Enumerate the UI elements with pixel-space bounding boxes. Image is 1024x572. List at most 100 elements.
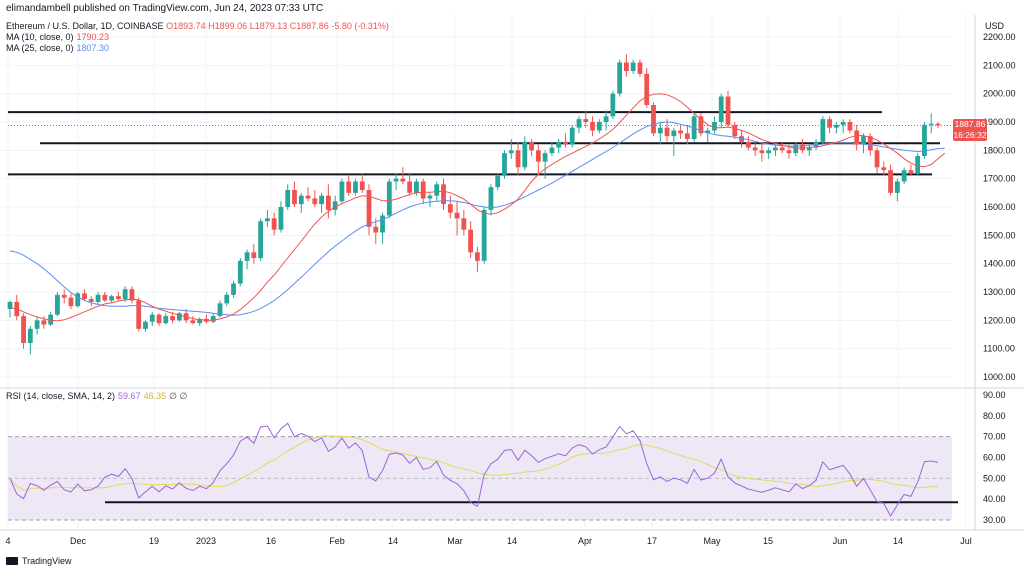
x-tick-label: 2023: [196, 536, 216, 546]
candle-body: [7, 301, 13, 309]
candle-body: [603, 116, 609, 122]
rsi-tick-label: 40.00: [983, 494, 1006, 504]
candle-body: [251, 252, 257, 258]
last-price: 1887.86: [954, 119, 986, 129]
x-tick-label: Apr: [578, 536, 592, 546]
candle-body: [143, 321, 148, 329]
candle-body: [278, 207, 284, 230]
candle-body: [170, 316, 175, 321]
x-tick-label: 17: [647, 536, 657, 546]
price-tick-label: 1400.00: [983, 259, 1016, 269]
candle-body: [624, 62, 629, 71]
rsi-ma-value: 46.35: [143, 391, 167, 401]
candle-body: [353, 181, 358, 193]
price-tick-label: 1000.00: [983, 372, 1016, 382]
price-tick-label: 1700.00: [983, 174, 1016, 184]
candle-body: [366, 190, 372, 227]
price-tick-label: 1600.00: [983, 202, 1016, 212]
candle-body: [88, 299, 94, 302]
candle-body: [684, 133, 690, 139]
candle-body: [745, 141, 751, 148]
candle-body: [894, 181, 900, 193]
rsi-legend[interactable]: RSI (14, close, SMA, 14, 2) 59.67 46.35 ∅ ∅: [6, 391, 187, 402]
candle-body: [847, 122, 853, 131]
ma10-label: MA (10, close, 0): [6, 32, 74, 42]
candle-body: [610, 93, 616, 117]
candle-body: [888, 170, 893, 193]
candle-body: [922, 124, 927, 156]
ohlc-close: C1887.86: [289, 21, 329, 31]
rsi-label: RSI (14, close, SMA, 14, 2): [6, 391, 116, 401]
candle-body: [739, 136, 744, 142]
candle-body: [820, 119, 826, 142]
ohlc-high: H1899.06: [208, 21, 248, 31]
candle-body: [725, 96, 731, 125]
candle-body: [590, 122, 595, 131]
candle-body: [55, 294, 60, 315]
price-tick-label: 2000.00: [983, 89, 1016, 99]
candle-body: [27, 328, 33, 343]
candle-body: [386, 181, 392, 216]
candle-body: [563, 141, 568, 145]
candle-body: [461, 218, 467, 230]
candle-body: [766, 150, 772, 154]
candle-body: [854, 130, 860, 145]
ohlc-change: -5.80 (-0.31%): [331, 21, 389, 31]
candle-body: [61, 294, 67, 298]
x-tick-label: Jul: [960, 536, 972, 546]
candle-body: [373, 226, 379, 233]
candle-body: [95, 294, 101, 302]
candle-body: [779, 147, 785, 151]
candle-body: [698, 116, 704, 134]
rsi-value: 59.67: [118, 391, 141, 401]
candle-body: [522, 141, 528, 168]
candle-body: [122, 289, 128, 300]
bar-countdown: 16:26:32: [953, 130, 987, 140]
brand-name: TradingView: [22, 556, 72, 566]
ma10-legend[interactable]: MA (10, close, 0) 1790.23: [6, 32, 109, 42]
candle-body: [312, 198, 318, 205]
tradingview-logo[interactable]: TradingView: [6, 556, 72, 566]
candle-body: [630, 62, 636, 71]
candle-body: [434, 184, 440, 196]
candle-body: [786, 150, 792, 154]
candle-body: [901, 170, 907, 182]
axes: 4 Dec 19 2023 16 Feb 14 Mar 14 Apr 17 May 15 Jun 14 Jul…: [5, 32, 1015, 546]
rsi-line: [9, 422, 939, 518]
candle-body: [664, 127, 670, 137]
candle-body: [637, 62, 643, 74]
candle-body: [474, 252, 480, 261]
rsi-tick-label: 50.00: [983, 473, 1006, 483]
candle-body: [217, 303, 223, 317]
candle-body: [149, 314, 155, 322]
candle-body: [542, 153, 548, 162]
candle-body: [596, 122, 602, 131]
rsi-extra: ∅ ∅: [169, 391, 188, 401]
candle-body: [705, 130, 711, 134]
candle-body: [488, 187, 494, 210]
candle-body: [82, 293, 87, 300]
candle-body: [115, 296, 121, 300]
candle-body: [380, 215, 385, 233]
candle-body: [298, 195, 304, 205]
ma25-legend[interactable]: MA (25, close, 0) 1807.30: [6, 43, 109, 53]
candle-body: [732, 124, 738, 137]
candle-body: [156, 314, 162, 324]
candle-body: [163, 316, 169, 324]
symbol-title[interactable]: Ethereum / U.S. Dollar, 1D, COINBASE: [6, 21, 164, 31]
candle-body: [244, 252, 250, 261]
candle-body: [793, 144, 799, 154]
price-tick-label: 1100.00: [983, 344, 1015, 354]
candle-body: [657, 127, 663, 134]
x-tick-label: 16: [266, 536, 276, 546]
rsi-tick-label: 80.00: [983, 411, 1006, 421]
candle-body: [325, 195, 331, 210]
ma25-value: 1807.30: [76, 43, 110, 53]
candle-body: [136, 300, 142, 329]
candle-body: [414, 181, 419, 193]
moving-averages: [9, 93, 946, 322]
candle-body: [231, 283, 236, 295]
candle-body: [556, 141, 562, 148]
candle-body: [718, 96, 724, 122]
